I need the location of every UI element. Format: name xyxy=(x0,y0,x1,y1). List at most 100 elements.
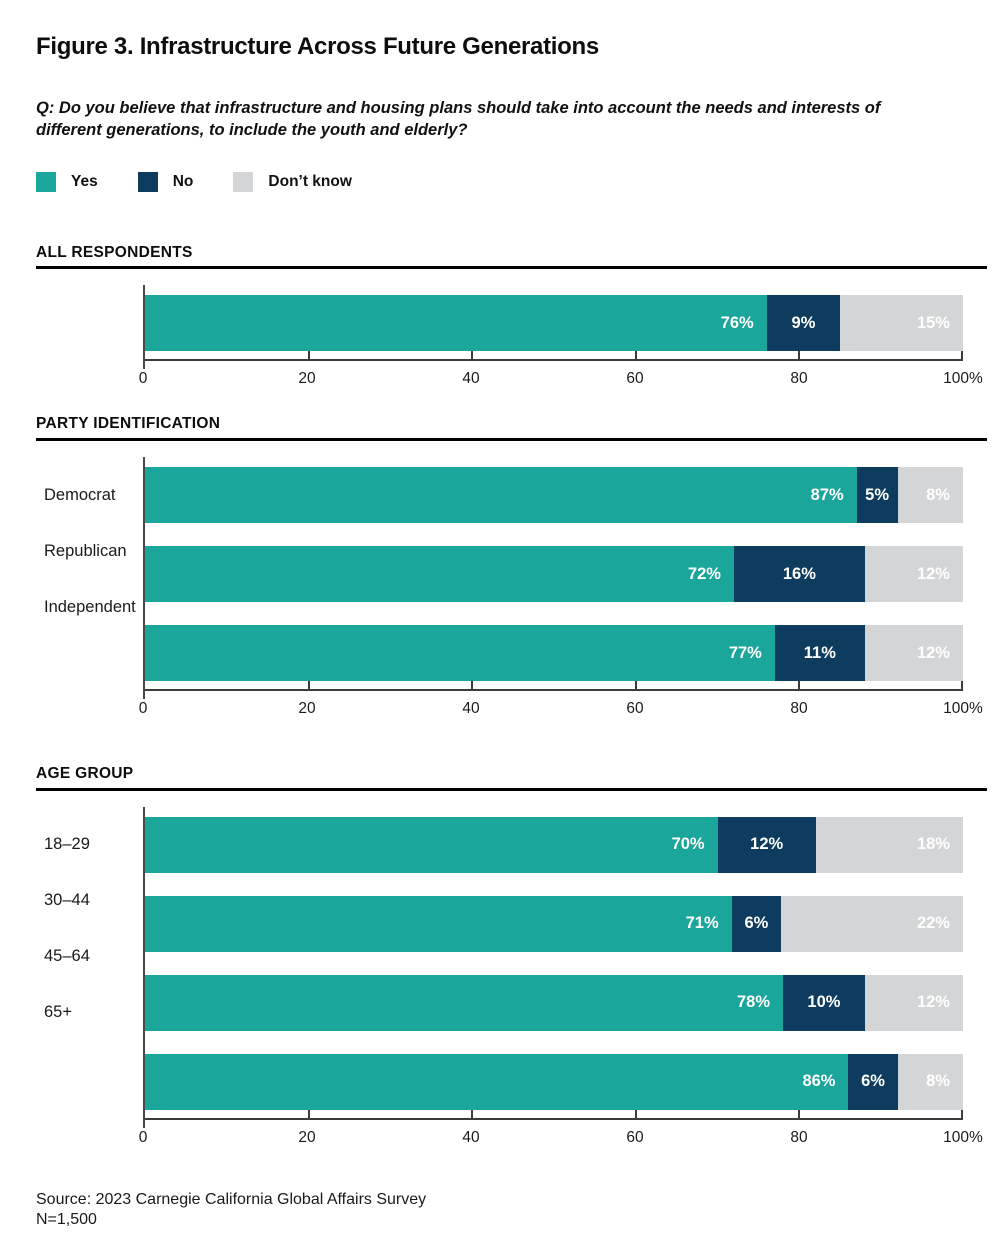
axis-tick xyxy=(307,681,310,690)
stacked-bar-chart: 18–29 30–44 45–64 65+ 70% 12% 18% 71% 6% 22% 78% 1… xyxy=(36,806,987,1128)
segment-value-label: 18% xyxy=(916,835,950,854)
legend-swatch-dont-know xyxy=(233,171,254,192)
axis-tick-label: 80 xyxy=(790,700,808,718)
segment-yes: 76% xyxy=(145,295,767,352)
segment-no: 10% xyxy=(783,974,865,1031)
segment-value-label: 12% xyxy=(750,835,784,854)
stacked-bar: 72% 16% 12% xyxy=(145,546,963,603)
section-divider xyxy=(36,787,987,791)
axis-tick-label: 80 xyxy=(790,1128,808,1146)
category-labels-column: 18–29 30–44 45–64 65+ xyxy=(36,807,143,1120)
source-block: Source: 2023 Carnegie California Global … xyxy=(36,1190,987,1232)
category-labels-column xyxy=(36,285,143,361)
segment-value-label: 12% xyxy=(916,564,950,583)
segment-yes: 86% xyxy=(145,1053,849,1110)
axis-tick xyxy=(798,351,801,360)
survey-question: Q: Do you believe that infrastructure an… xyxy=(36,99,881,139)
section-title: ALL RESPONDENTS xyxy=(36,243,193,261)
category-label: 18–29 xyxy=(44,835,90,854)
axis-tick-label: 100% xyxy=(943,700,983,718)
axis-tick-label: 0 xyxy=(138,1128,148,1146)
segment-value-label: 78% xyxy=(737,993,771,1012)
axis-tick-label: 100% xyxy=(943,370,983,388)
segment-value-label: 86% xyxy=(802,1072,836,1091)
segment-dont-know: 12% xyxy=(864,974,963,1031)
legend-item-no: No xyxy=(137,171,194,192)
section-divider xyxy=(36,266,987,270)
segment-yes: 71% xyxy=(145,895,732,952)
segment-yes: 87% xyxy=(145,467,857,524)
segment-value-label: 5% xyxy=(865,485,890,504)
axis-tick-label: 40 xyxy=(462,1128,480,1146)
category-label: Democrat xyxy=(44,485,116,504)
x-axis-labels: 0 20 40 60 80 100% xyxy=(139,691,983,723)
section-age-group: AGE GROUP 18–29 30–44 45–64 65+ 70% 12% 18% 71… xyxy=(36,765,987,1152)
segment-value-label: 9% xyxy=(791,313,816,332)
segment-value-label: 15% xyxy=(916,313,950,332)
stacked-bar: 70% 12% 18% xyxy=(145,816,963,873)
category-label: 30–44 xyxy=(44,891,90,910)
plot-area: 70% 12% 18% 71% 6% 22% 78% 10% 12% 86% 6% 8% xyxy=(143,806,963,1128)
stacked-bar-chart: Democrat Republican Independent 87% 5% 8% 72%… xyxy=(36,457,987,700)
axis-tick-label: 0 xyxy=(138,370,148,388)
axis-tick xyxy=(798,681,801,690)
category-label: 65+ xyxy=(44,1003,72,1022)
axis-tick-label: 20 xyxy=(298,1128,316,1146)
segment-value-label: 76% xyxy=(720,313,754,332)
segment-value-label: 71% xyxy=(685,914,719,933)
axis-tick xyxy=(634,1109,637,1118)
stacked-bar: 87% 5% 8% xyxy=(145,467,963,524)
segment-dont-know: 18% xyxy=(815,816,963,873)
axis-tick xyxy=(307,1109,310,1118)
segment-dont-know: 12% xyxy=(864,625,963,682)
category-label: Republican xyxy=(44,541,127,560)
axis-tick-label: 80 xyxy=(790,370,808,388)
section-all-respondents: ALL RESPONDENTS 76% 9% 15% 0 20 40 60 80 100% xyxy=(36,244,987,394)
axis-tick xyxy=(471,681,474,690)
segment-value-label: 8% xyxy=(926,485,950,504)
figure-title: Figure 3. Infrastructure Across Future G… xyxy=(36,33,599,60)
axis-tick xyxy=(961,1109,963,1118)
axis-tick-label: 60 xyxy=(626,1128,644,1146)
axis-tick-label: 20 xyxy=(298,700,316,718)
axis-tick xyxy=(471,1109,474,1118)
segment-value-label: 12% xyxy=(916,993,950,1012)
segment-no: 12% xyxy=(717,816,816,873)
segment-yes: 78% xyxy=(145,974,784,1031)
axis-tick-label: 60 xyxy=(626,700,644,718)
axis-tick-label: 100% xyxy=(943,1128,983,1146)
axis-tick xyxy=(634,351,637,360)
category-label: 45–64 xyxy=(44,947,90,966)
legend-label: No xyxy=(172,172,194,190)
axis-tick xyxy=(961,351,963,360)
segment-value-label: 6% xyxy=(744,914,769,933)
axis-tick-label: 60 xyxy=(626,370,644,388)
legend-item-yes: Yes xyxy=(36,171,98,192)
plot-area: 76% 9% 15% xyxy=(143,285,963,370)
segment-value-label: 12% xyxy=(916,643,950,662)
segment-value-label: 8% xyxy=(926,1072,950,1091)
legend-swatch-no xyxy=(137,171,158,192)
segment-value-label: 70% xyxy=(671,835,705,854)
segment-yes: 72% xyxy=(145,546,734,603)
axis-tick-label: 0 xyxy=(138,700,148,718)
axis-tick xyxy=(798,1109,801,1118)
segment-value-label: 77% xyxy=(728,643,762,662)
legend-swatch-yes xyxy=(36,171,56,192)
axis-tick xyxy=(471,351,474,360)
plot-area: 87% 5% 8% 72% 16% 12% 77% 11% 12% xyxy=(143,457,963,700)
axis-tick-label: 40 xyxy=(462,700,480,718)
segment-value-label: 6% xyxy=(861,1072,885,1091)
segment-value-label: 72% xyxy=(687,564,721,583)
segment-dont-know: 8% xyxy=(897,1053,963,1110)
segment-no: 11% xyxy=(774,625,865,682)
legend-label: Don’t know xyxy=(268,172,352,190)
segment-no: 16% xyxy=(733,546,865,603)
section-divider xyxy=(36,438,987,442)
category-label: Independent xyxy=(44,597,136,616)
segment-value-label: 22% xyxy=(916,914,950,933)
section-title: AGE GROUP xyxy=(36,765,134,783)
segment-value-label: 11% xyxy=(803,643,836,662)
segment-value-label: 87% xyxy=(810,485,844,504)
